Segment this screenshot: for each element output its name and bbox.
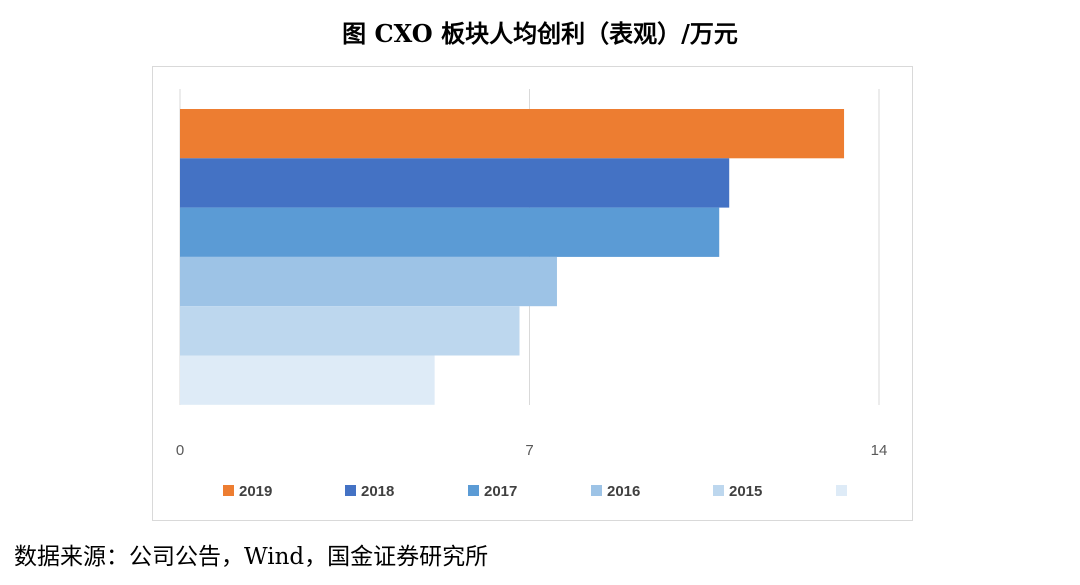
legend-swatch (345, 485, 356, 496)
legend-label: 2019 (239, 483, 272, 500)
bar (180, 355, 435, 405)
legend-swatch (713, 485, 724, 496)
source-note: 数据来源：公司公告，Wind，国金证券研究所 (14, 544, 489, 570)
bar (180, 109, 845, 159)
legend-label: 2015 (729, 483, 762, 500)
legend-label: 2017 (484, 483, 517, 500)
legend-label: 2018 (361, 483, 394, 500)
legend-swatch (836, 485, 847, 496)
legend-swatch (591, 485, 602, 496)
x-tick-label: 7 (525, 442, 533, 459)
x-tick-label: 0 (176, 442, 184, 459)
legend-label: 2016 (607, 483, 640, 500)
x-tick-label: 14 (871, 442, 888, 459)
bar-chart: 0 7 14 2019 2018 2017 2016 2015 (176, 89, 888, 500)
legend-swatch (468, 485, 479, 496)
bar (180, 158, 730, 208)
legend-swatch (223, 485, 234, 496)
chart-title: 图 CXO 板块人均创利（表观）/万元 (342, 19, 738, 48)
bar (180, 256, 557, 307)
bar (180, 306, 520, 356)
bar (180, 207, 720, 257)
chart-frame: 0 7 14 2019 2018 2017 2016 2015 (152, 66, 913, 521)
